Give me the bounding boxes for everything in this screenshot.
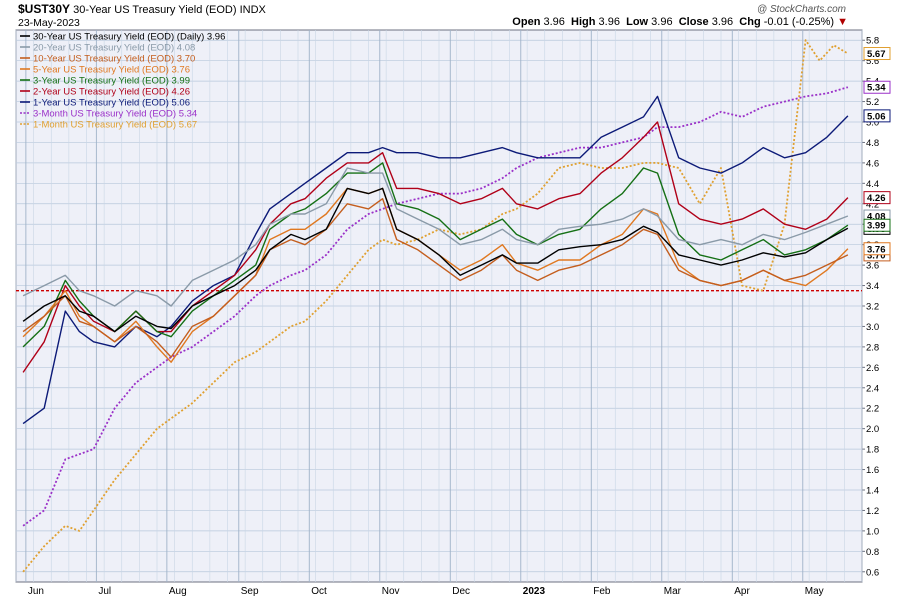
y-tick-label: 3.0 <box>866 322 879 333</box>
last-value-label: 5.06 <box>867 111 886 122</box>
x-tick-label: Aug <box>169 586 187 597</box>
last-value-label: 3.99 <box>867 221 886 232</box>
y-tick-label: 4.4 <box>866 179 879 190</box>
y-tick-label: 2.8 <box>866 342 879 353</box>
legend-entry: 5-Year US Treasury Yield (EOD) 3.76 <box>33 65 190 76</box>
y-tick-label: 5.6 <box>866 56 879 67</box>
last-value-label: 5.34 <box>867 83 886 94</box>
open-value: 3.96 <box>543 16 565 28</box>
x-tick-label: Mar <box>664 586 682 597</box>
y-tick-label: 2.4 <box>866 383 879 394</box>
y-tick-label: 2.2 <box>866 404 879 415</box>
x-tick-label: Feb <box>593 586 611 597</box>
series-line-7 <box>22 86 849 527</box>
legend-entry: 1-Month US Treasury Yield (EOD) 5.67 <box>33 120 197 131</box>
last-value-badge <box>863 191 891 205</box>
y-tick-label: 3.4 <box>866 281 879 292</box>
chg-label: Chg <box>739 16 761 28</box>
y-tick-label: 0.8 <box>866 547 879 558</box>
y-tick-label: 4.2 <box>866 199 879 210</box>
chg-value: -0.01 (-0.25%) <box>763 16 835 28</box>
y-tick-label: 5.2 <box>866 97 879 108</box>
open-label: Open <box>512 16 541 28</box>
stockcharts-watermark: @ StockCharts.com <box>756 4 846 15</box>
high-value: 3.96 <box>598 16 620 28</box>
x-tick-label: Sep <box>241 586 259 597</box>
y-tick-label: 0.6 <box>866 567 879 578</box>
ohlc-readout: Open 3.96 High 3.96 Low 3.96 Close 3.96 … <box>512 16 848 28</box>
legend-entry: 20-Year US Treasury Yield (EOD) 4.08 <box>33 43 195 54</box>
series-line-0 <box>22 187 849 333</box>
x-tick-label: May <box>805 586 824 597</box>
legend-entry: 1-Year US Treasury Yield (EOD) 5.06 <box>33 98 190 109</box>
y-tick-label: 2.0 <box>866 424 879 435</box>
series-line-6 <box>22 95 849 425</box>
last-value-label: 4.08 <box>867 212 886 223</box>
y-tick-label: 3.2 <box>866 302 879 313</box>
y-tick-label: 1.4 <box>866 486 879 497</box>
last-value-badge <box>863 47 891 61</box>
close-label: Close <box>678 16 709 28</box>
y-tick-label: 1.8 <box>866 445 879 456</box>
chart-date: 23-May-2023 <box>18 17 80 29</box>
last-value-label: 4.26 <box>867 193 886 204</box>
low-value: 3.96 <box>651 16 673 28</box>
high-label: High <box>571 16 596 28</box>
last-value-badge <box>863 218 891 232</box>
symbol-name: 30-Year US Treasury Yield (EOD) <box>73 4 237 16</box>
x-tick-label: Jun <box>28 586 44 597</box>
legend-entry: 3-Month US Treasury Yield (EOD) 5.34 <box>33 109 197 120</box>
x-tick-label: 2023 <box>523 586 546 597</box>
last-value-badge <box>863 109 891 123</box>
series-line-2 <box>22 198 849 358</box>
symbol-label: $UST30Y <box>18 2 71 16</box>
x-tick-label: Nov <box>382 586 400 597</box>
x-tick-label: Dec <box>452 586 470 597</box>
series-line-1 <box>22 167 849 307</box>
last-value-label: 5.67 <box>867 49 886 60</box>
series-line-8 <box>22 39 849 573</box>
down-arrow-icon: ▼ <box>837 16 848 28</box>
y-tick-label: 1.2 <box>866 506 879 517</box>
x-tick-label: Jul <box>98 586 111 597</box>
close-value: 3.96 <box>711 16 734 28</box>
chart-header: $UST30Y 30-Year US Treasury Yield (EOD) … <box>18 3 266 30</box>
last-value-label: 3.76 <box>867 244 886 255</box>
y-tick-label: 2.6 <box>866 363 879 374</box>
legend-entry: 2-Year US Treasury Yield (EOD) 4.26 <box>33 87 190 98</box>
x-tick-label: Apr <box>734 586 750 597</box>
x-tick-label: Oct <box>311 586 327 597</box>
y-tick-label: 4.6 <box>866 158 879 169</box>
y-tick-label: 5.0 <box>866 118 879 129</box>
y-tick-label: 1.0 <box>866 526 879 537</box>
legend-entry: 3-Year US Treasury Yield (EOD) 3.99 <box>33 76 190 87</box>
legend-entry: 30-Year US Treasury Yield (EOD) (Daily) … <box>33 32 225 43</box>
y-tick-label: 3.6 <box>866 261 879 272</box>
y-tick-label: 4.8 <box>866 138 879 149</box>
series-line-4 <box>22 162 849 348</box>
low-label: Low <box>626 16 649 28</box>
y-tick-label: 5.8 <box>866 36 879 47</box>
exchange-label: INDX <box>239 4 266 16</box>
legend-entry: 10-Year US Treasury Yield (EOD) 3.70 <box>33 54 195 65</box>
last-value-badge <box>863 80 891 94</box>
y-tick-label: 1.6 <box>866 465 879 476</box>
last-value-badge <box>863 242 891 256</box>
last-value-label: 3.70 <box>867 250 886 261</box>
